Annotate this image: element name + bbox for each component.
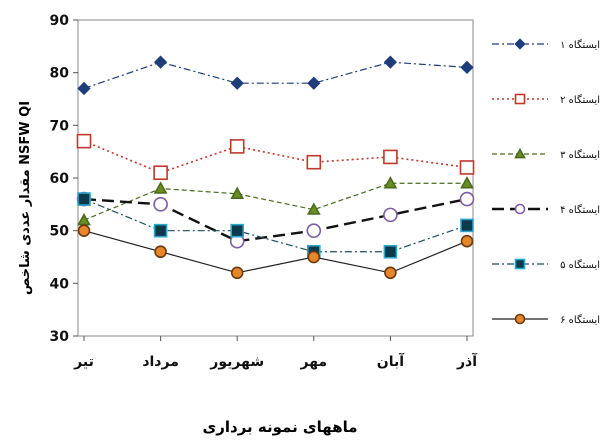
legend-marker (514, 313, 526, 325)
series-6-point (230, 266, 244, 280)
series-1-point (77, 81, 91, 96)
series-1 (77, 55, 474, 96)
y-tick-label: 90 (50, 13, 70, 29)
y-tick-label: 80 (50, 66, 70, 82)
x-tick-label: شهریور (209, 354, 264, 370)
y-tick-label: 30 (50, 329, 70, 345)
series-6-line (83, 230, 468, 274)
series-5-point (460, 218, 474, 233)
legend-label: ایستگاه ۴ (560, 204, 600, 216)
series-1-point (460, 60, 474, 75)
series-3-line (83, 182, 467, 221)
series-6 (77, 224, 474, 280)
y-tick-label: 60 (50, 171, 70, 187)
series-5 (77, 192, 474, 259)
legend-marker (514, 258, 526, 270)
series-2-point (76, 133, 92, 149)
x-tick-label: آبان (377, 352, 405, 370)
series-4-point (383, 207, 398, 223)
series-3 (77, 176, 474, 226)
series-1-point (230, 76, 244, 90)
legend-marker (514, 203, 526, 215)
series-6-point (384, 266, 397, 280)
series-2-line (83, 140, 468, 174)
legend-marker (514, 93, 526, 105)
legend-label: ایستگاه ۲ (560, 94, 600, 106)
series-1-point (383, 55, 398, 69)
series-5-point (230, 223, 244, 238)
legend-item-2: ایستگاه ۲ (492, 93, 600, 106)
legend-label: ایستگاه ۵ (560, 259, 600, 271)
y-tick-label: 70 (50, 118, 70, 134)
series-3-point (383, 176, 398, 189)
series-3-point (460, 176, 474, 189)
series-1-point (153, 55, 168, 69)
series-3-point (230, 186, 245, 199)
series-6-point (460, 234, 474, 248)
series-5-point (383, 244, 398, 259)
series-2-point (306, 154, 322, 170)
series-1-line (83, 61, 468, 90)
series-6-point (154, 245, 167, 259)
y-tick-label: 50 (50, 224, 70, 240)
legend-item-1: ایستگاه ۱ (492, 38, 600, 51)
series-6-point (307, 250, 321, 264)
legend-item-3: ایستگاه ۳ (492, 147, 600, 161)
x-tick-label: مهر (299, 354, 327, 370)
legend-label: ایستگاه ۳ (560, 149, 600, 161)
series-4-point (306, 223, 322, 238)
legend-item-6: ایستگاه ۶ (492, 313, 600, 326)
series-2-point (153, 165, 168, 181)
legend-item-4: ایستگاه ۴ (492, 203, 600, 216)
series-5-point (77, 192, 91, 206)
series-4-point (153, 197, 168, 212)
x-tick-label: آذر (456, 352, 478, 370)
series-5-line (83, 198, 468, 253)
x-tick-label: مرداد (142, 354, 179, 370)
series-2 (76, 133, 475, 181)
x-axis-title: ماههای نمونه برداری (202, 418, 357, 436)
y-axis-title: مقدار عددی شاخص NSFW QI (18, 101, 33, 295)
series-3-point (306, 202, 321, 215)
series-2-point (229, 139, 245, 154)
legend-label: ایستگاه ۱ (560, 39, 600, 51)
series-4-point (459, 191, 475, 207)
legend-label: ایستگاه ۶ (560, 314, 600, 326)
series-5-point (153, 223, 168, 238)
series-2-point (459, 160, 475, 175)
plot-area-border (77, 19, 474, 337)
legend-item-5: ایستگاه ۵ (492, 258, 600, 271)
series-4 (76, 191, 475, 249)
y-tick-label: 40 (50, 276, 70, 292)
x-tick-label: تیر (73, 354, 94, 370)
series-3-point (77, 212, 91, 226)
legend-marker (514, 38, 526, 50)
series-6-point (77, 224, 91, 237)
series-2-point (383, 149, 398, 165)
series-1-point (307, 76, 321, 90)
series-3-point (153, 181, 168, 194)
series-4-line (83, 197, 468, 243)
legend-marker (514, 147, 526, 159)
